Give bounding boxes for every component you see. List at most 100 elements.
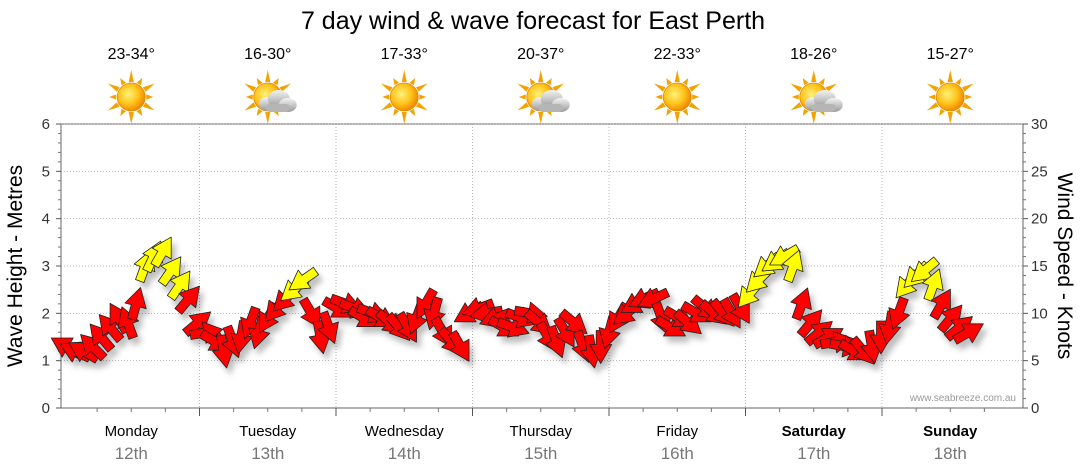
day-date-label: 12th bbox=[115, 444, 148, 463]
sun-ray bbox=[655, 94, 663, 100]
wind-arrow bbox=[288, 266, 319, 291]
sun-ray bbox=[401, 70, 407, 82]
left-tick-label: 0 bbox=[42, 400, 50, 417]
sun-ray bbox=[415, 83, 428, 92]
sun-ray bbox=[128, 70, 134, 82]
sun-ray bbox=[653, 83, 666, 92]
sun-ray bbox=[825, 83, 838, 92]
sun-ray bbox=[955, 77, 962, 86]
sun-disc bbox=[389, 82, 419, 112]
sun-ray bbox=[518, 94, 526, 100]
wind-arrow bbox=[448, 329, 470, 362]
wind-arrow bbox=[929, 288, 951, 321]
right-tick-label: 0 bbox=[1031, 400, 1039, 417]
sun-disc bbox=[116, 82, 146, 112]
sun-ray bbox=[265, 112, 271, 124]
sun-ray bbox=[674, 112, 680, 124]
sun-ray bbox=[128, 112, 134, 124]
sun-ray bbox=[818, 77, 825, 86]
sun-cloud-icon bbox=[244, 70, 297, 124]
sun-ray bbox=[419, 94, 427, 100]
sun-ray bbox=[790, 102, 803, 111]
right-axis: 0 5 10 15 20 25 30 bbox=[1023, 116, 1048, 417]
left-axis-label: Wave Height - Metres bbox=[4, 165, 27, 367]
sun-ray bbox=[265, 70, 271, 82]
sun-ray bbox=[244, 83, 257, 92]
day-name-label: Thursday bbox=[509, 423, 572, 440]
sun-ray bbox=[256, 77, 263, 86]
sun-ray bbox=[666, 77, 673, 86]
sun-cloud-icon bbox=[517, 70, 570, 124]
right-tick-label: 10 bbox=[1031, 305, 1048, 322]
sun-ray bbox=[552, 83, 565, 92]
cloud-part bbox=[538, 104, 563, 112]
temperature-range: 16-30° bbox=[244, 46, 291, 63]
sun-ray bbox=[666, 108, 673, 117]
day-date-label: 13th bbox=[251, 444, 284, 463]
left-tick-label: 5 bbox=[42, 163, 50, 180]
sun-ray bbox=[790, 83, 803, 92]
cloud-shape bbox=[258, 90, 297, 112]
sun-ray bbox=[380, 83, 393, 92]
sun-ray bbox=[538, 70, 544, 82]
sun-ray bbox=[109, 94, 117, 100]
temperature-range: 17-33° bbox=[381, 46, 428, 63]
cloud-part bbox=[811, 104, 836, 112]
sun-ray bbox=[674, 70, 680, 82]
sun-ray bbox=[380, 102, 393, 111]
right-tick-label: 25 bbox=[1031, 163, 1048, 180]
sun-ray bbox=[517, 83, 530, 92]
sun-ray bbox=[928, 94, 936, 100]
sun-ray bbox=[692, 94, 700, 100]
sun-ray bbox=[538, 112, 544, 124]
sun-ray bbox=[393, 108, 400, 117]
day-name-label: Sunday bbox=[923, 423, 978, 440]
day-date-label: 15th bbox=[524, 444, 557, 463]
sun-ray bbox=[926, 83, 939, 92]
wind-arrow bbox=[654, 315, 686, 337]
wind-arrow bbox=[790, 287, 812, 321]
sun-ray bbox=[955, 108, 962, 117]
day-name-label: Saturday bbox=[782, 423, 847, 440]
day-name-label: Wednesday bbox=[365, 423, 444, 440]
sun-ray bbox=[409, 108, 416, 117]
sun-ray bbox=[811, 70, 817, 82]
temperature-range: 15-27° bbox=[927, 46, 974, 63]
sun-ray bbox=[120, 108, 127, 117]
sun-ray bbox=[256, 108, 263, 117]
day-date-label: 14th bbox=[388, 444, 421, 463]
sun-ray bbox=[682, 77, 689, 86]
sun-ray bbox=[961, 102, 974, 111]
sun-ray bbox=[688, 102, 701, 111]
sun-ray bbox=[415, 102, 428, 111]
left-tick-label: 1 bbox=[42, 353, 50, 370]
sun-ray bbox=[107, 102, 120, 111]
right-tick-label: 20 bbox=[1031, 211, 1048, 228]
right-tick-label: 5 bbox=[1031, 353, 1039, 370]
wind-arrow bbox=[936, 304, 963, 334]
sun-ray bbox=[382, 94, 390, 100]
chart-title: 7 day wind & wave forecast for East Pert… bbox=[301, 7, 765, 35]
sun-icon bbox=[107, 70, 155, 124]
wind-arrow bbox=[150, 236, 172, 269]
sun-ray bbox=[802, 108, 809, 117]
sun-ray bbox=[545, 77, 552, 86]
right-tick-label: 15 bbox=[1031, 258, 1048, 275]
sun-disc bbox=[662, 82, 692, 112]
wind-arrow bbox=[299, 296, 321, 329]
left-tick-label: 2 bbox=[42, 305, 50, 322]
temperature-range: 20-37° bbox=[517, 46, 564, 63]
sun-ray bbox=[142, 102, 155, 111]
wind-arrow bbox=[496, 316, 530, 338]
cloud-part bbox=[265, 104, 290, 112]
sun-ray bbox=[947, 70, 953, 82]
sun-icon bbox=[653, 70, 701, 124]
wind-arrow bbox=[166, 270, 191, 301]
sun-ray bbox=[272, 77, 279, 86]
sun-disc bbox=[935, 82, 965, 112]
wind-arrow bbox=[910, 256, 940, 283]
sun-ray bbox=[146, 94, 154, 100]
cloud-shape bbox=[804, 90, 843, 112]
wind-arrow bbox=[423, 296, 446, 331]
